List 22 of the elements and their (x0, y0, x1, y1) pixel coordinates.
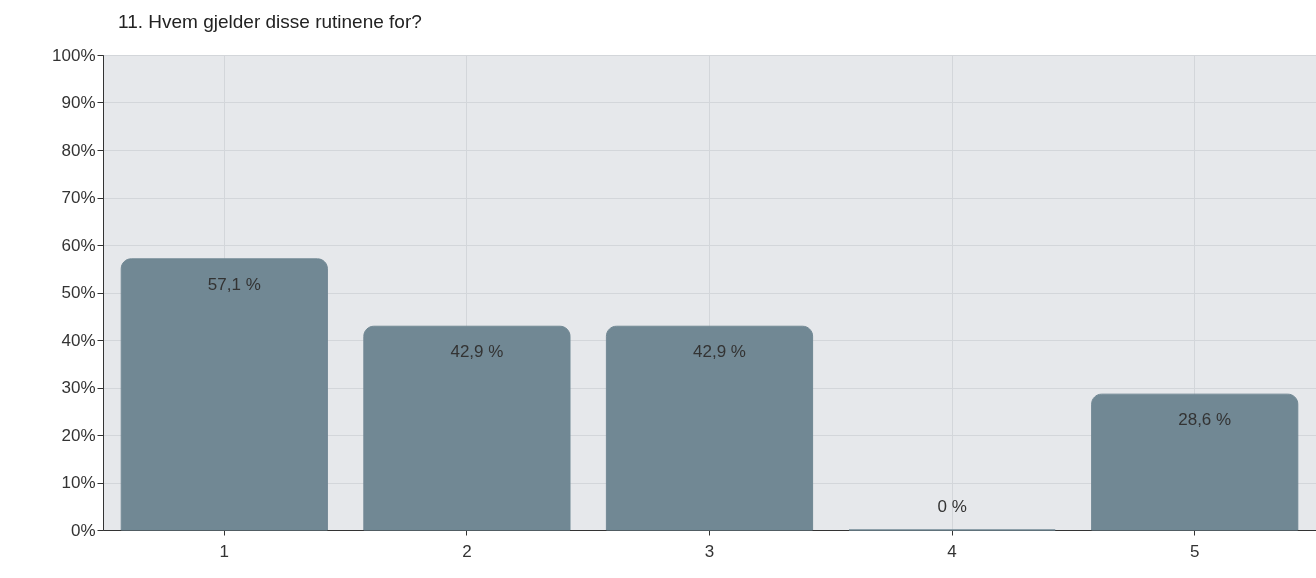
x-tick-label: 5 (1189, 541, 1200, 561)
y-tick-label: 50% (61, 283, 96, 302)
y-tick-label: 60% (61, 235, 96, 255)
data-label: 57,1 % (207, 274, 261, 294)
x-tick-label: 3 (704, 541, 715, 561)
y-tick-label: 20% (61, 425, 96, 445)
y-tick-label: 10% (61, 473, 96, 492)
x-tick-label: 2 (462, 541, 472, 561)
data-label: 42,9 % (693, 342, 746, 362)
data-label: 42,9 % (450, 342, 504, 362)
x-tick-label: 1 (219, 541, 230, 561)
y-tick-label: 70% (61, 188, 96, 207)
chart-title: 11. Hvem gjelder disse rutinene for? (118, 11, 422, 32)
data-label: 28,6 % (1178, 410, 1232, 430)
y-tick-label: 30% (61, 378, 96, 397)
y-tick-label: 100% (52, 45, 96, 65)
y-tick-label: 0% (70, 520, 96, 540)
y-tick-label: 80% (61, 140, 96, 160)
data-label: 0 % (937, 497, 967, 516)
x-tick-label: 4 (947, 541, 957, 561)
y-tick-label: 90% (61, 93, 96, 112)
y-tick-label: 40% (61, 330, 96, 350)
